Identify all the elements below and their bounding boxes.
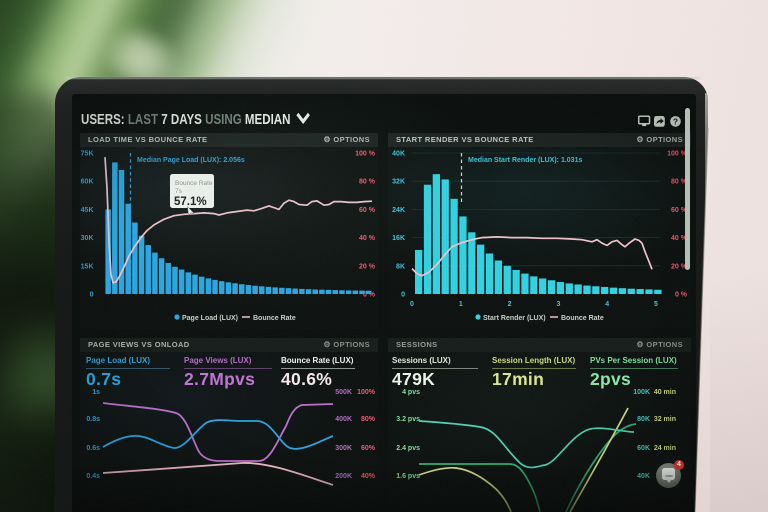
svg-text:0 %: 0 %	[675, 292, 688, 299]
svg-text:4: 4	[605, 301, 609, 308]
svg-text:80%: 80%	[361, 416, 376, 423]
svg-text:3: 3	[556, 301, 560, 308]
svg-text:Page Load (LUX): Page Load (LUX)	[182, 315, 238, 322]
svg-text:24K: 24K	[392, 207, 405, 214]
svg-text:60%: 60%	[361, 445, 376, 452]
svg-text:2: 2	[508, 301, 512, 308]
svg-text:5: 5	[654, 301, 658, 308]
svg-text:300K: 300K	[335, 445, 352, 452]
svg-text:Bounce Rate: Bounce Rate	[175, 180, 213, 187]
svg-text:60 %: 60 %	[359, 207, 376, 214]
svg-text:20 %: 20 %	[359, 263, 376, 270]
svg-text:Bounce Rate: Bounce Rate	[561, 315, 604, 322]
svg-text:100K: 100K	[633, 389, 650, 396]
svg-text:60K: 60K	[81, 179, 94, 186]
svg-text:80 %: 80 %	[359, 179, 376, 186]
svg-text:2.4 pvs: 2.4 pvs	[396, 445, 420, 452]
svg-text:57.1%: 57.1%	[174, 196, 207, 208]
svg-text:100%: 100%	[357, 389, 376, 396]
svg-text:0: 0	[90, 292, 94, 299]
svg-text:32 min: 32 min	[654, 416, 676, 423]
svg-text:40 min: 40 min	[654, 389, 676, 396]
svg-text:40K: 40K	[637, 473, 650, 480]
svg-text:0.8s: 0.8s	[86, 416, 100, 423]
svg-text:Median Start Render (LUX): 1.0: Median Start Render (LUX): 1.031s	[468, 157, 582, 164]
svg-text:Bounce Rate: Bounce Rate	[253, 315, 296, 322]
svg-text:?: ?	[673, 116, 678, 126]
svg-text:60K: 60K	[637, 445, 650, 452]
svg-text:400K: 400K	[335, 416, 352, 423]
svg-text:40 %: 40 %	[359, 235, 376, 242]
svg-text:4 pvs: 4 pvs	[402, 389, 420, 396]
svg-text:3.2 pvs: 3.2 pvs	[396, 416, 420, 423]
svg-text:75K: 75K	[81, 151, 94, 158]
svg-text:80K: 80K	[637, 416, 650, 423]
svg-text:7s: 7s	[175, 188, 183, 195]
svg-text:40%: 40%	[361, 473, 376, 480]
svg-text:16K: 16K	[392, 235, 405, 242]
svg-text:24 min: 24 min	[654, 445, 676, 452]
svg-text:500K: 500K	[335, 389, 352, 396]
svg-text:0: 0	[401, 292, 405, 299]
svg-text:Median Page Load (LUX): 2.056s: Median Page Load (LUX): 2.056s	[137, 157, 245, 164]
svg-text:32K: 32K	[392, 179, 405, 186]
svg-text:200K: 200K	[335, 473, 352, 480]
svg-text:15K: 15K	[81, 263, 94, 270]
svg-text:0.4s: 0.4s	[86, 473, 100, 480]
svg-text:0: 0	[410, 301, 414, 308]
svg-text:1s: 1s	[92, 389, 100, 396]
svg-text:40K: 40K	[392, 151, 405, 158]
svg-text:Start Render (LUX): Start Render (LUX)	[483, 315, 546, 322]
svg-text:30K: 30K	[81, 235, 94, 242]
svg-text:45K: 45K	[81, 207, 94, 214]
svg-text:100 %: 100 %	[355, 151, 376, 158]
svg-text:1.6 pvs: 1.6 pvs	[396, 473, 420, 480]
svg-text:0.6s: 0.6s	[86, 445, 100, 452]
svg-text:1: 1	[459, 301, 463, 308]
svg-text:8K: 8K	[396, 263, 405, 270]
